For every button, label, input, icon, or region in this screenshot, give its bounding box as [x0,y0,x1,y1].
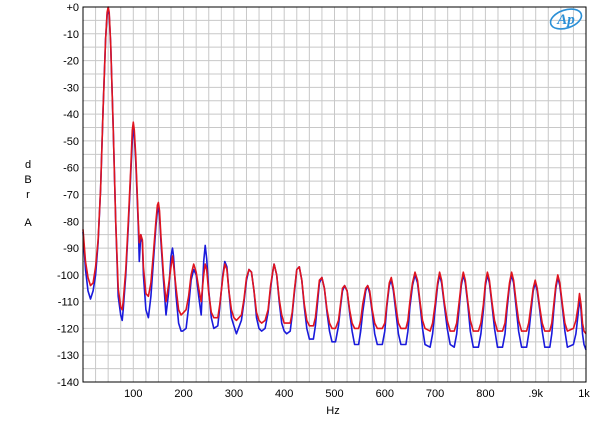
x-tick-label: 600 [376,388,394,400]
y-tick-label: -140 [57,377,79,389]
x-tick-label: 200 [174,388,192,400]
y-tick-label: -50 [63,136,79,148]
y-tick-label: -40 [63,109,79,121]
y-tick-label: -60 [63,163,79,175]
y-tick-label: -120 [57,323,79,335]
y-axis-label-letter: B [24,174,31,186]
y-axis-label-letter: A [24,217,32,229]
x-tick-label: 700 [426,388,444,400]
y-tick-label: -110 [58,297,79,309]
y-axis-label: dBr A [24,159,32,229]
x-tick-labels: 100 200 300 400 500 600 700 800 .9k 1k [124,388,590,400]
y-tick-label: -30 [63,82,79,94]
y-tick-label: +0 [66,2,79,14]
x-tick-label: 800 [476,388,494,400]
ap-logo: Ap [549,8,583,30]
series-line-2 [82,6,587,335]
x-tick-label: 400 [275,388,293,400]
ap-logo-text: Ap [556,12,575,28]
x-axis-label: Hz [326,405,339,417]
y-tick-label: -90 [63,243,79,255]
y-tick-labels: +0 -10 -20 -30 -40 -50 -60 -70 -80 -90 -100 -110 -12… [57,2,79,389]
y-tick-label: -20 [63,56,79,68]
y-axis-label-letter: d [25,159,31,171]
y-tick-label: -100 [57,270,79,282]
series-lines [82,6,587,351]
ap-logo-swoosh [549,8,583,30]
x-tick-label: 100 [124,388,142,400]
y-axis-label-letter: r [26,189,30,201]
y-tick-label: -130 [57,350,79,362]
plot-frame [82,6,587,383]
x-tick-label: .9k [528,388,543,400]
x-tick-label: 300 [225,388,243,400]
grid-lines [82,6,587,383]
x-tick-label: 500 [325,388,343,400]
x-tick-label: 1k [578,388,590,400]
y-tick-label: -70 [63,190,79,202]
y-tick-label: -10 [63,29,79,41]
y-tick-label: -80 [63,216,79,228]
